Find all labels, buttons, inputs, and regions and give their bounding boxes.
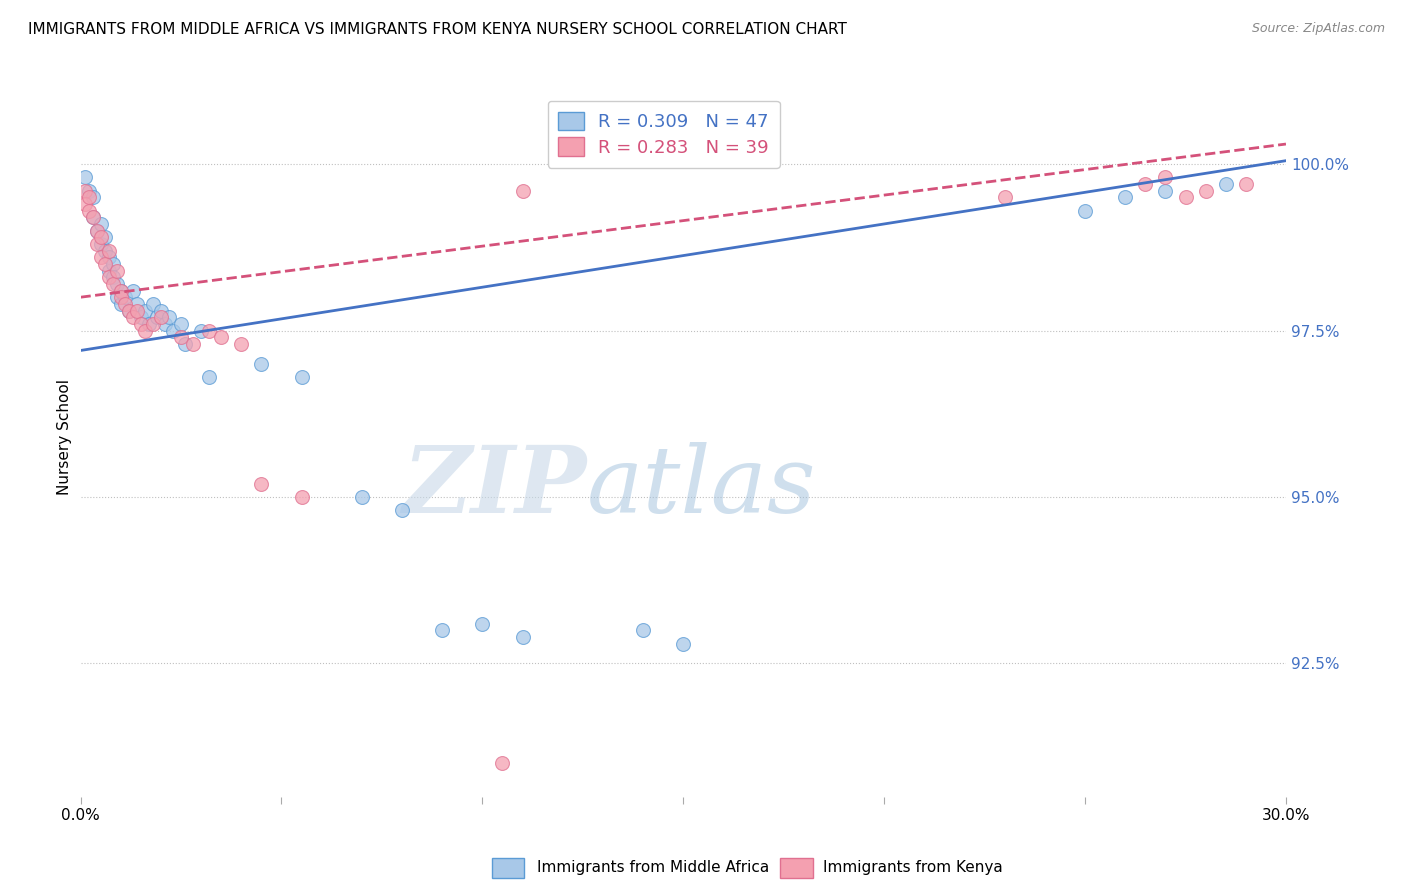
Point	[1234, 177, 1257, 191]
Point	[118, 303, 141, 318]
Point	[134, 303, 156, 318]
Point	[97, 270, 120, 285]
Point	[162, 324, 184, 338]
Point	[129, 317, 152, 331]
Point	[105, 290, 128, 304]
Point	[101, 270, 124, 285]
Point	[290, 490, 312, 504]
Point	[491, 756, 513, 771]
Point	[1154, 184, 1177, 198]
Point	[250, 476, 273, 491]
Text: atlas: atlas	[586, 442, 817, 533]
Point	[110, 284, 132, 298]
Point	[82, 190, 104, 204]
Point	[114, 290, 136, 304]
Point	[82, 211, 104, 225]
Point	[97, 263, 120, 277]
Point	[125, 303, 148, 318]
Point	[471, 616, 494, 631]
Point	[153, 317, 176, 331]
Point	[1154, 170, 1177, 185]
Point	[672, 636, 695, 650]
Point	[149, 310, 172, 325]
Point	[110, 290, 132, 304]
Point	[631, 623, 654, 637]
Point	[97, 250, 120, 264]
Point	[190, 324, 212, 338]
Point	[101, 277, 124, 291]
Point	[90, 230, 112, 244]
Point	[93, 230, 115, 244]
Y-axis label: Nursery School: Nursery School	[58, 379, 72, 495]
Point	[1135, 177, 1157, 191]
Point	[430, 623, 453, 637]
Point	[157, 310, 180, 325]
Text: IMMIGRANTS FROM MIDDLE AFRICA VS IMMIGRANTS FROM KENYA NURSERY SCHOOL CORRELATIO: IMMIGRANTS FROM MIDDLE AFRICA VS IMMIGRA…	[28, 22, 846, 37]
Point	[198, 370, 221, 384]
Point	[209, 330, 232, 344]
Point	[110, 297, 132, 311]
Point	[1194, 184, 1216, 198]
Text: Immigrants from Middle Africa: Immigrants from Middle Africa	[537, 861, 769, 875]
Point	[290, 370, 312, 384]
Point	[110, 284, 132, 298]
Point	[1114, 190, 1136, 204]
Point	[73, 170, 96, 185]
Point	[142, 297, 165, 311]
Point	[93, 244, 115, 258]
Point	[105, 277, 128, 291]
Point	[231, 336, 253, 351]
Point	[198, 324, 221, 338]
Point	[101, 257, 124, 271]
Point	[138, 317, 160, 331]
Point	[134, 324, 156, 338]
Point	[391, 503, 413, 517]
Point	[181, 336, 204, 351]
Point	[97, 244, 120, 258]
Point	[129, 310, 152, 325]
Point	[1074, 203, 1097, 218]
Point	[90, 250, 112, 264]
Point	[149, 303, 172, 318]
Point	[90, 236, 112, 251]
Point	[121, 310, 143, 325]
Point	[994, 190, 1017, 204]
Point	[114, 297, 136, 311]
Point	[512, 184, 534, 198]
Point	[77, 184, 100, 198]
Point	[125, 297, 148, 311]
Point	[93, 257, 115, 271]
Point	[170, 330, 193, 344]
Point	[1174, 190, 1197, 204]
Point	[90, 217, 112, 231]
Point	[73, 197, 96, 211]
Point	[86, 236, 108, 251]
Point	[105, 263, 128, 277]
Text: Immigrants from Kenya: Immigrants from Kenya	[823, 861, 1002, 875]
Point	[250, 357, 273, 371]
Point	[512, 630, 534, 644]
Point	[146, 310, 169, 325]
Point	[86, 224, 108, 238]
Point	[86, 224, 108, 238]
Legend: R = 0.309   N = 47, R = 0.283   N = 39: R = 0.309 N = 47, R = 0.283 N = 39	[547, 101, 779, 168]
Point	[77, 190, 100, 204]
Point	[1215, 177, 1237, 191]
Point	[350, 490, 373, 504]
Point	[174, 336, 197, 351]
Point	[170, 317, 193, 331]
Text: ZIP: ZIP	[402, 442, 586, 533]
Point	[121, 284, 143, 298]
Point	[73, 184, 96, 198]
Point	[118, 303, 141, 318]
Point	[142, 317, 165, 331]
Text: Source: ZipAtlas.com: Source: ZipAtlas.com	[1251, 22, 1385, 36]
Point	[82, 211, 104, 225]
Point	[77, 203, 100, 218]
